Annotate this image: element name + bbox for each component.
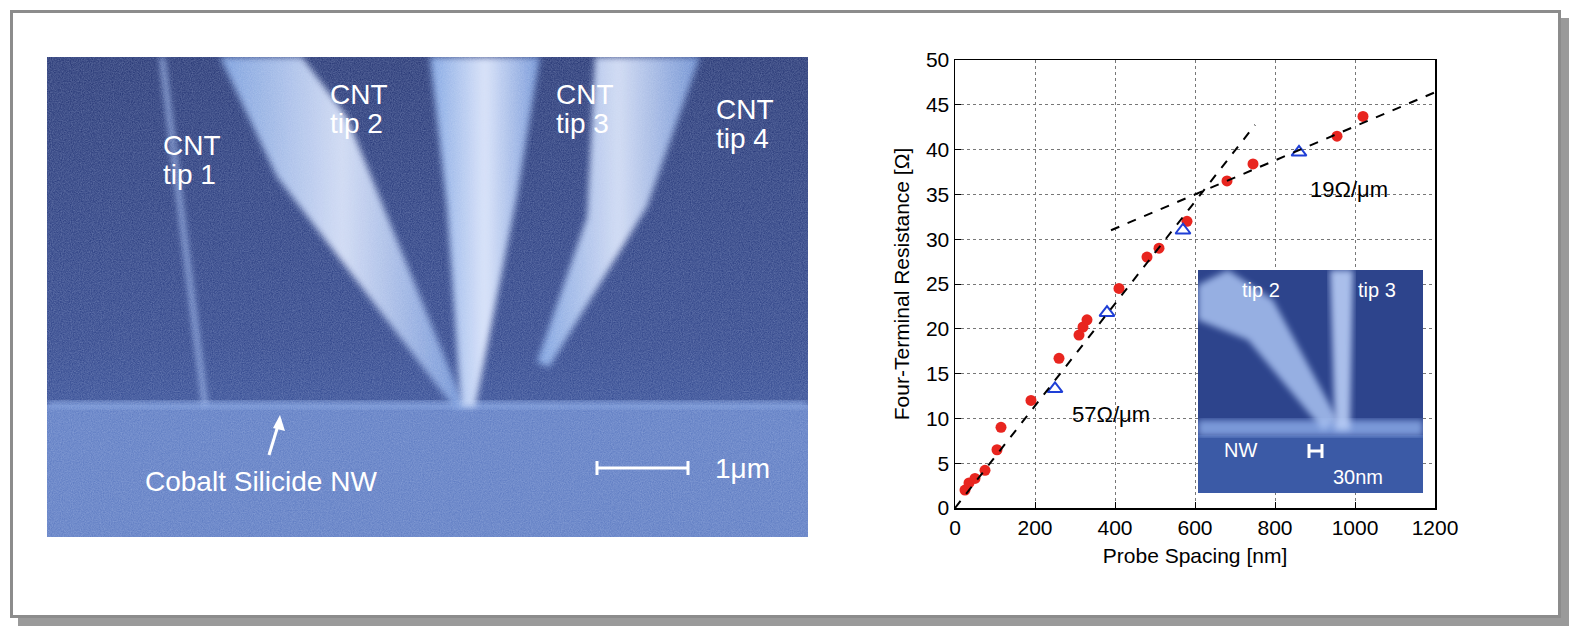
svg-text:tip 2: tip 2 bbox=[1242, 279, 1280, 301]
svg-text:0: 0 bbox=[938, 496, 950, 519]
svg-text:tip 4: tip 4 bbox=[716, 123, 769, 154]
svg-text:40: 40 bbox=[926, 138, 949, 161]
svg-text:1000: 1000 bbox=[1332, 516, 1379, 539]
svg-text:NW: NW bbox=[1224, 439, 1257, 461]
svg-text:57Ω/μm: 57Ω/μm bbox=[1072, 402, 1150, 427]
svg-text:20: 20 bbox=[926, 317, 949, 340]
svg-text:tip 3: tip 3 bbox=[1358, 279, 1396, 301]
svg-text:Probe Spacing [nm]: Probe Spacing [nm] bbox=[1103, 544, 1287, 567]
svg-text:Cobalt Silicide NW: Cobalt Silicide NW bbox=[145, 466, 377, 497]
svg-text:CNT: CNT bbox=[163, 130, 221, 161]
svg-text:200: 200 bbox=[1017, 516, 1052, 539]
svg-text:50: 50 bbox=[926, 48, 949, 71]
svg-text:1μm: 1μm bbox=[715, 453, 770, 484]
svg-text:tip 3: tip 3 bbox=[556, 108, 609, 139]
svg-text:CNT: CNT bbox=[716, 94, 774, 125]
svg-text:10: 10 bbox=[926, 407, 949, 430]
svg-text:45: 45 bbox=[926, 93, 949, 116]
svg-text:30: 30 bbox=[926, 228, 949, 251]
svg-text:19Ω/μm: 19Ω/μm bbox=[1310, 177, 1388, 202]
svg-text:Four-Terminal Resistance [Ω]: Four-Terminal Resistance [Ω] bbox=[890, 148, 913, 420]
svg-text:15: 15 bbox=[926, 362, 949, 385]
svg-text:CNT: CNT bbox=[556, 79, 614, 110]
svg-text:30nm: 30nm bbox=[1333, 466, 1383, 488]
svg-text:0: 0 bbox=[949, 516, 961, 539]
svg-text:25: 25 bbox=[926, 272, 949, 295]
svg-text:400: 400 bbox=[1097, 516, 1132, 539]
svg-text:5: 5 bbox=[938, 452, 950, 475]
svg-text:35: 35 bbox=[926, 183, 949, 206]
svg-text:CNT: CNT bbox=[330, 79, 388, 110]
svg-text:800: 800 bbox=[1257, 516, 1292, 539]
svg-text:1200: 1200 bbox=[1412, 516, 1459, 539]
svg-text:tip 1: tip 1 bbox=[163, 159, 216, 190]
svg-text:tip 2: tip 2 bbox=[330, 108, 383, 139]
svg-text:600: 600 bbox=[1177, 516, 1212, 539]
